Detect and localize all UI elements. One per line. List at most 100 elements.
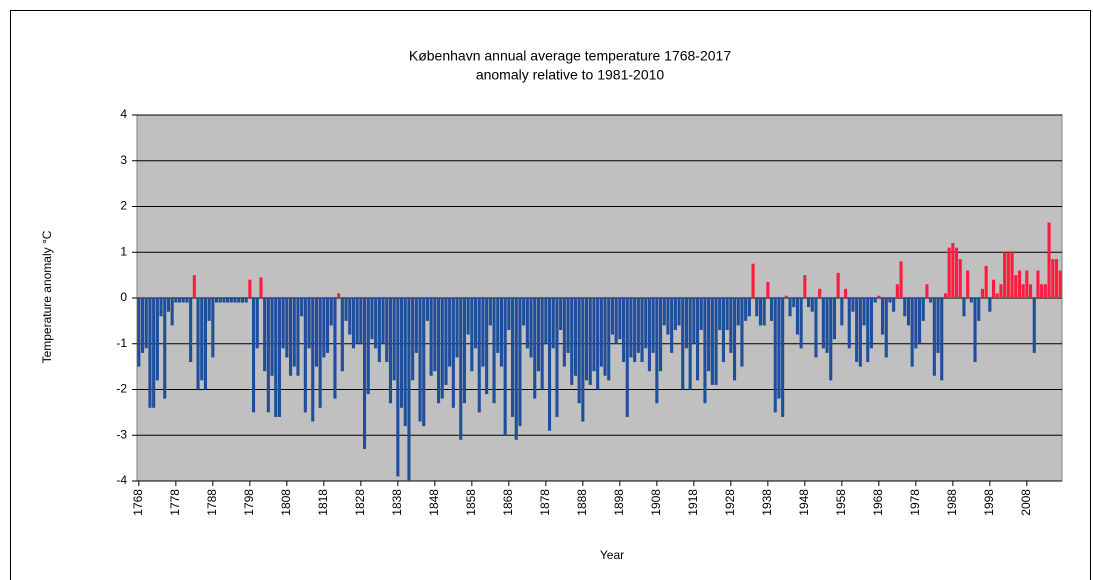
bar — [788, 298, 792, 317]
bar — [218, 298, 222, 303]
bar — [655, 298, 659, 404]
bar — [688, 298, 692, 390]
bar — [980, 288, 985, 298]
bar — [200, 298, 204, 381]
bar — [333, 298, 337, 399]
x-tick-label: 1838 — [390, 489, 404, 516]
y-tick-label: 0 — [120, 290, 127, 304]
x-tick-label: 1948 — [797, 489, 811, 516]
bar — [662, 298, 666, 326]
bar — [1017, 270, 1022, 298]
bar — [351, 298, 356, 349]
bar — [973, 298, 977, 363]
bar — [969, 298, 973, 303]
bar — [370, 298, 374, 340]
y-tick-label: 1 — [120, 244, 127, 258]
bar — [829, 298, 833, 381]
bar — [322, 298, 326, 358]
bar — [725, 298, 729, 331]
bar — [869, 298, 874, 349]
bar — [303, 298, 307, 413]
bar — [892, 298, 896, 312]
bar — [448, 298, 452, 367]
bar — [744, 298, 748, 321]
bar — [880, 298, 885, 335]
bar — [614, 298, 618, 344]
bar — [847, 298, 851, 349]
bar — [477, 298, 481, 413]
bar — [932, 298, 936, 376]
bar — [211, 298, 215, 358]
bar — [185, 298, 189, 303]
bar — [888, 298, 892, 303]
bar — [795, 298, 800, 335]
y-axis-label: Temperature anomaly °C — [40, 230, 54, 363]
bar — [651, 298, 655, 353]
bar — [144, 298, 148, 349]
bar — [388, 298, 393, 404]
y-tick-label: -4 — [116, 473, 127, 487]
bar — [599, 298, 603, 367]
bar — [355, 298, 359, 344]
bar — [625, 298, 629, 417]
bar — [251, 298, 256, 413]
bar — [810, 298, 814, 312]
x-tick-label: 1878 — [538, 489, 552, 516]
bar — [436, 298, 441, 404]
bar — [851, 298, 855, 312]
x-tick-label: 1798 — [242, 489, 256, 516]
bar — [692, 298, 696, 344]
x-tick-label: 1828 — [353, 489, 367, 516]
bar — [300, 298, 304, 317]
bar — [396, 298, 400, 477]
bar — [207, 298, 211, 321]
bar — [858, 298, 862, 367]
bar — [747, 298, 751, 317]
bar — [181, 298, 185, 303]
bar — [566, 298, 570, 353]
bar — [769, 298, 774, 321]
bar — [921, 298, 925, 321]
x-tick-label: 1918 — [686, 489, 700, 516]
bar — [1028, 284, 1033, 298]
bar — [806, 298, 811, 308]
bar — [936, 298, 940, 353]
bar — [781, 298, 785, 417]
bar — [647, 298, 652, 372]
bar — [259, 277, 263, 298]
bar — [640, 298, 644, 363]
bar — [533, 298, 537, 399]
bar — [340, 298, 344, 372]
bar — [947, 247, 951, 298]
bar — [492, 298, 496, 404]
x-tick-label: 1928 — [723, 489, 737, 516]
x-tick-label: 1768 — [131, 489, 145, 516]
bar — [618, 298, 622, 340]
bar — [895, 284, 899, 298]
y-tick-label: -3 — [116, 427, 127, 441]
x-tick-label: 1848 — [427, 489, 441, 516]
bar — [433, 298, 437, 372]
chart-title: København annual average temperature 176… — [409, 48, 731, 64]
bar — [991, 279, 996, 298]
bar — [507, 298, 511, 331]
bar — [999, 284, 1003, 298]
bar — [377, 298, 381, 363]
bar — [155, 298, 159, 381]
bar — [610, 298, 615, 335]
chart-subtitle: anomaly relative to 1981-2010 — [476, 67, 665, 83]
x-tick-label: 2008 — [1019, 489, 1033, 516]
bar — [237, 298, 241, 303]
bar — [414, 298, 418, 353]
bar — [203, 298, 208, 390]
bar — [758, 298, 763, 326]
bar — [277, 298, 282, 417]
bar — [222, 298, 226, 303]
bar — [621, 298, 626, 363]
bar — [163, 298, 167, 399]
bar — [929, 298, 933, 303]
bar — [644, 298, 648, 349]
x-tick-label: 1868 — [501, 489, 515, 516]
bar — [666, 298, 670, 335]
bar — [843, 288, 848, 298]
